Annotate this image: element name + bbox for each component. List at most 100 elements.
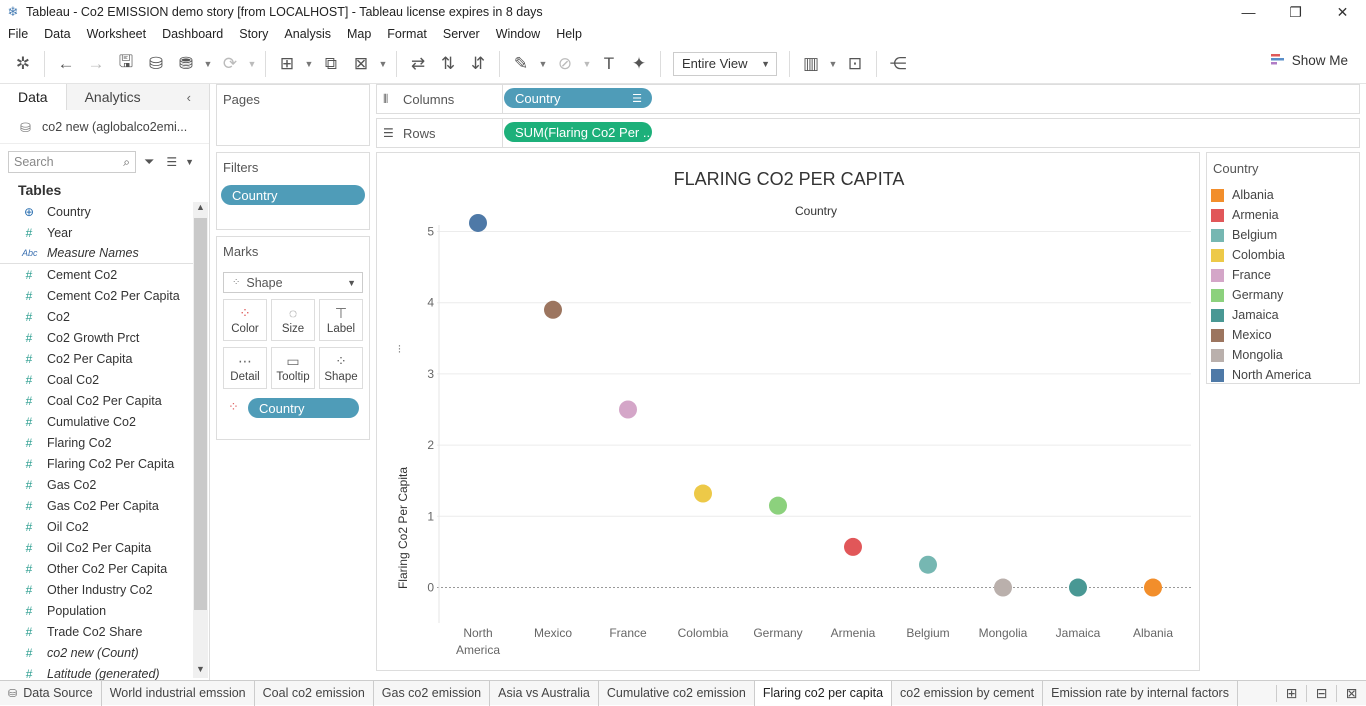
data-point[interactable]: [694, 484, 712, 503]
legend-item[interactable]: Jamaica: [1207, 305, 1359, 325]
mark-type-dropdown[interactable]: ⁘ Shape ▼: [223, 272, 363, 293]
field-item[interactable]: # Population: [0, 600, 193, 621]
clear-sheet-icon[interactable]: ⊠: [353, 53, 369, 73]
field-item[interactable]: # Latitude (generated): [0, 663, 193, 684]
field-item[interactable]: # Other Co2 Per Capita: [0, 558, 193, 579]
field-list-scrollbar[interactable]: ▲ ▼: [193, 202, 208, 678]
x-tick-label[interactable]: America: [456, 643, 500, 657]
presentation-mode-icon[interactable]: ⊡: [847, 53, 863, 73]
tooltip-button[interactable]: ▭ Tooltip: [271, 347, 315, 389]
menu-format[interactable]: Format: [387, 27, 427, 41]
undo-icon[interactable]: ←: [57, 53, 75, 73]
sheet-tab[interactable]: Cumulative co2 emission: [599, 680, 755, 706]
field-item[interactable]: # Flaring Co2 Per Capita: [0, 453, 193, 474]
field-item[interactable]: # Other Industry Co2: [0, 579, 193, 600]
minimize-button[interactable]: —: [1241, 4, 1256, 20]
menu-data[interactable]: Data: [44, 27, 71, 41]
rows-pill-measure[interactable]: SUM(Flaring Co2 Per ..: [504, 122, 652, 142]
pause-updates-icon[interactable]: ⛃: [178, 53, 194, 73]
menu-window[interactable]: Window: [495, 27, 541, 41]
scroll-up-icon[interactable]: ▲: [196, 202, 205, 212]
show-mark-labels-icon[interactable]: T: [603, 53, 615, 73]
chevron-down-icon[interactable]: ▼: [247, 58, 257, 69]
pin-axis-icon[interactable]: ✦: [631, 53, 647, 73]
data-point[interactable]: [469, 213, 487, 232]
datasource-item[interactable]: ⛁ co2 new (aglobalco2emi...: [0, 110, 209, 144]
legend-item[interactable]: North America: [1207, 365, 1359, 385]
tab-data[interactable]: Data: [0, 84, 67, 110]
tableau-logo-icon[interactable]: ✲: [15, 53, 31, 73]
menu-map[interactable]: Map: [346, 27, 372, 41]
chevron-down-icon[interactable]: ▼: [378, 58, 388, 69]
x-tick-label[interactable]: Mexico: [534, 626, 572, 640]
legend-item[interactable]: Belgium: [1207, 225, 1359, 245]
columns-shelf[interactable]: ⦀ Columns: [376, 84, 1360, 114]
x-tick-label[interactable]: Mongolia: [979, 626, 1028, 640]
label-button[interactable]: ⊤ Label: [319, 299, 363, 341]
axis-sort-icon[interactable]: ⫶: [398, 344, 401, 356]
group-members-icon[interactable]: ⊘: [557, 53, 573, 73]
sheet-tab[interactable]: Gas co2 emission: [374, 680, 491, 706]
data-point[interactable]: [994, 578, 1012, 597]
legend-item[interactable]: Colombia: [1207, 245, 1359, 265]
new-worksheet-icon[interactable]: ⊞: [279, 53, 295, 73]
x-tick-label[interactable]: North: [463, 626, 492, 640]
field-item[interactable]: # co2 new (Count): [0, 642, 193, 663]
data-point[interactable]: [769, 496, 787, 515]
field-item[interactable]: # Gas Co2 Per Capita: [0, 495, 193, 516]
sheet-tab[interactable]: co2 emission by cement: [892, 680, 1044, 706]
chevron-down-icon[interactable]: ▼: [828, 58, 838, 69]
highlight-icon[interactable]: ✎: [513, 53, 529, 73]
menu-dashboard[interactable]: Dashboard: [162, 27, 224, 41]
menu-story[interactable]: Story: [239, 27, 269, 41]
filter-pill-country[interactable]: Country: [221, 185, 365, 205]
field-item[interactable]: # Cumulative Co2: [0, 411, 193, 432]
sort-descending-icon[interactable]: ⇵: [470, 53, 486, 73]
legend-item[interactable]: Albania: [1207, 185, 1359, 205]
legend-item[interactable]: Germany: [1207, 285, 1359, 305]
new-dashboard-icon[interactable]: ⊟: [1306, 685, 1336, 702]
data-point[interactable]: [544, 300, 562, 319]
field-item[interactable]: # Flaring Co2: [0, 432, 193, 453]
sheet-tab[interactable]: World industrial emssion: [102, 680, 255, 706]
field-item[interactable]: # Co2 Per Capita: [0, 348, 193, 369]
field-item[interactable]: Abc Measure Names: [0, 243, 193, 264]
field-item[interactable]: # Coal Co2: [0, 369, 193, 390]
x-tick-label[interactable]: Albania: [1133, 626, 1173, 640]
menu-worksheet[interactable]: Worksheet: [86, 27, 147, 41]
show-me-button[interactable]: Show Me: [1270, 52, 1348, 68]
menu-help[interactable]: Help: [556, 27, 582, 41]
view-options-icon[interactable]: ☰: [166, 155, 178, 169]
show-cards-icon[interactable]: ▥: [802, 53, 820, 73]
size-button[interactable]: ◌ Size: [271, 299, 315, 341]
new-story-icon[interactable]: ⊠: [1336, 685, 1366, 702]
sheet-tab[interactable]: Coal co2 emission: [255, 680, 374, 706]
data-point[interactable]: [919, 555, 937, 574]
field-item[interactable]: ⊕ Country: [0, 201, 193, 222]
collapse-pane-icon[interactable]: ‹: [186, 89, 191, 105]
chevron-down-icon[interactable]: ▼: [203, 58, 213, 69]
chevron-down-icon[interactable]: ▼: [185, 157, 195, 167]
field-item[interactable]: # Oil Co2 Per Capita: [0, 537, 193, 558]
field-item[interactable]: # Trade Co2 Share: [0, 621, 193, 642]
x-tick-label[interactable]: Armenia: [831, 626, 876, 640]
data-point[interactable]: [619, 400, 637, 419]
close-button[interactable]: ✕: [1336, 3, 1349, 20]
field-item[interactable]: # Cement Co2: [0, 264, 193, 285]
x-tick-label[interactable]: Belgium: [906, 626, 949, 640]
fit-dropdown[interactable]: Entire View ▼: [673, 51, 777, 76]
legend-item[interactable]: Mexico: [1207, 325, 1359, 345]
data-point[interactable]: [844, 537, 862, 556]
legend-item[interactable]: France: [1207, 265, 1359, 285]
duplicate-sheet-icon[interactable]: ⧉: [324, 53, 338, 73]
search-input[interactable]: Search ⌕: [8, 151, 136, 173]
chevron-down-icon[interactable]: ▼: [538, 58, 548, 69]
data-source-tab[interactable]: ⛁ Data Source: [0, 680, 102, 706]
field-item[interactable]: # Oil Co2: [0, 516, 193, 537]
x-tick-label[interactable]: Colombia: [678, 626, 729, 640]
save-icon[interactable]: 🖫: [118, 52, 134, 71]
columns-pill-country[interactable]: Country ☰: [504, 88, 652, 108]
field-item[interactable]: # Coal Co2 Per Capita: [0, 390, 193, 411]
pages-card[interactable]: Pages: [216, 84, 370, 146]
field-item[interactable]: # Cement Co2 Per Capita: [0, 285, 193, 306]
